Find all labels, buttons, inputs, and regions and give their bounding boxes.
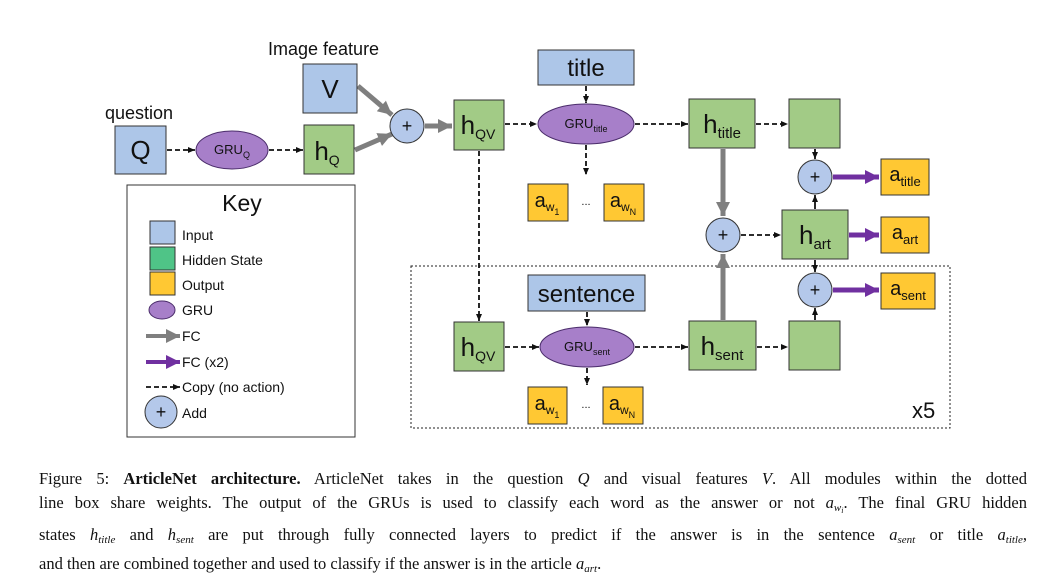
- add-qv: +: [389, 108, 425, 144]
- svg-text:aw1: aw1: [535, 393, 560, 420]
- svg-text:Hidden State: Hidden State: [182, 252, 263, 268]
- legend-item-fc-x2: FC (x2): [146, 354, 229, 370]
- a-sent-node: asent: [880, 272, 936, 310]
- copy-edges: [167, 86, 788, 385]
- gru-q-node: GRUQ: [195, 130, 269, 170]
- caption-line: and then are combined together and used …: [39, 554, 602, 576]
- svg-text:...: ...: [581, 399, 590, 411]
- hidden-state-swatch: [149, 246, 176, 271]
- output-swatch: [149, 271, 176, 296]
- svg-text:aart: aart: [892, 222, 919, 247]
- figure-caption: Figure 5: ArticleNet architecture. Artic…: [39, 467, 1027, 582]
- svg-text:Add: Add: [182, 405, 207, 421]
- caption-line: Figure 5: ArticleNet architecture. Artic…: [39, 469, 1027, 488]
- add-art: +: [705, 217, 741, 253]
- svg-text:GRUtitle: GRUtitle: [565, 116, 608, 134]
- svg-text:aw1: aw1: [535, 190, 560, 217]
- svg-text:hsent: hsent: [701, 331, 745, 364]
- svg-text:FC (x2): FC (x2): [182, 354, 229, 370]
- caption-title: ArticleNet architecture.: [123, 469, 301, 488]
- sentence-node: sentence: [527, 274, 646, 312]
- articlenet-diagram: x5 Image feature question: [105, 39, 951, 438]
- repeat-label: x5: [912, 398, 935, 423]
- input-swatch: [149, 220, 176, 245]
- h-qv-node: hQV: [453, 99, 505, 151]
- svg-text:title: title: [567, 55, 604, 82]
- a-title-node: atitle: [880, 158, 930, 196]
- question-label: question: [105, 103, 173, 123]
- title-word-outputs: aw1 ... awN: [527, 183, 645, 222]
- svg-text:awN: awN: [610, 190, 636, 217]
- gru-title-node: GRUtitle: [537, 103, 635, 145]
- fc-edges: [354, 84, 730, 320]
- svg-text:FC: FC: [182, 328, 201, 344]
- h-qv-node-shared: hQV: [453, 321, 505, 372]
- sent-word-outputs: aw1 ... awN: [527, 386, 644, 425]
- plus-circle-icon: [144, 395, 178, 429]
- fc-arrow: [356, 84, 394, 117]
- h-art-node: hart: [781, 209, 849, 260]
- svg-text:...: ...: [581, 196, 590, 208]
- legend-item-output: Output: [149, 271, 224, 296]
- svg-text:hart: hart: [799, 220, 832, 253]
- svg-text:awN: awN: [609, 393, 635, 420]
- v-node: V: [302, 63, 358, 114]
- svg-text:hQV: hQV: [461, 332, 496, 364]
- shared-weights-box: [410, 265, 951, 429]
- fc-arrow: [354, 131, 393, 153]
- svg-text:hQ: hQ: [314, 136, 339, 168]
- svg-text:Q: Q: [130, 135, 150, 165]
- sent-fc-node: [788, 320, 841, 371]
- legend-item-fc: FC: [146, 328, 201, 344]
- svg-text:+: +: [402, 116, 413, 136]
- svg-text:atitle: atitle: [889, 164, 920, 189]
- h-sent-node: hsent: [688, 320, 757, 371]
- legend: Key Input Hidden State Output GRU FC FC …: [126, 184, 356, 438]
- add-sent: +: [797, 272, 833, 308]
- svg-text:GRU: GRU: [182, 302, 213, 318]
- legend-item-input: Input: [149, 220, 213, 245]
- caption-line: states htitle and hsent are put through …: [39, 524, 1027, 546]
- svg-text:asent: asent: [890, 278, 926, 303]
- image-feature-label: Image feature: [268, 39, 379, 59]
- h-title-node: htitle: [688, 98, 756, 149]
- title-fc-node: [788, 98, 841, 149]
- add-title: +: [797, 159, 833, 195]
- legend-item-copy: Copy (no action): [146, 379, 285, 395]
- caption-line: line box share weights. The output of th…: [39, 492, 1027, 515]
- a-art-node: aart: [880, 216, 930, 254]
- h-q-node: hQ: [303, 124, 355, 175]
- legend-item-hidden-state: Hidden State: [149, 246, 263, 271]
- gru-sent-node: GRUsent: [539, 326, 635, 368]
- svg-text:+: +: [718, 225, 729, 245]
- legend-title: Key: [222, 190, 262, 216]
- svg-text:Copy (no action): Copy (no action): [182, 379, 285, 395]
- svg-text:+: +: [810, 280, 821, 300]
- svg-text:+: +: [156, 402, 167, 422]
- svg-text:V: V: [321, 74, 339, 104]
- svg-text:GRUsent: GRUsent: [564, 339, 610, 357]
- title-node: title: [537, 49, 635, 86]
- svg-text:hQV: hQV: [461, 110, 496, 142]
- fc-x2-edges: [833, 170, 879, 297]
- svg-text:+: +: [810, 167, 821, 187]
- legend-item-add: + Add: [144, 395, 207, 429]
- gru-ellipse: [148, 300, 176, 320]
- svg-text:Input: Input: [182, 227, 213, 243]
- svg-text:GRUQ: GRUQ: [214, 142, 250, 160]
- svg-text:sentence: sentence: [538, 281, 635, 308]
- legend-item-gru: GRU: [148, 300, 213, 320]
- svg-text:Output: Output: [182, 277, 224, 293]
- q-node: Q: [114, 125, 167, 175]
- svg-text:htitle: htitle: [703, 109, 741, 142]
